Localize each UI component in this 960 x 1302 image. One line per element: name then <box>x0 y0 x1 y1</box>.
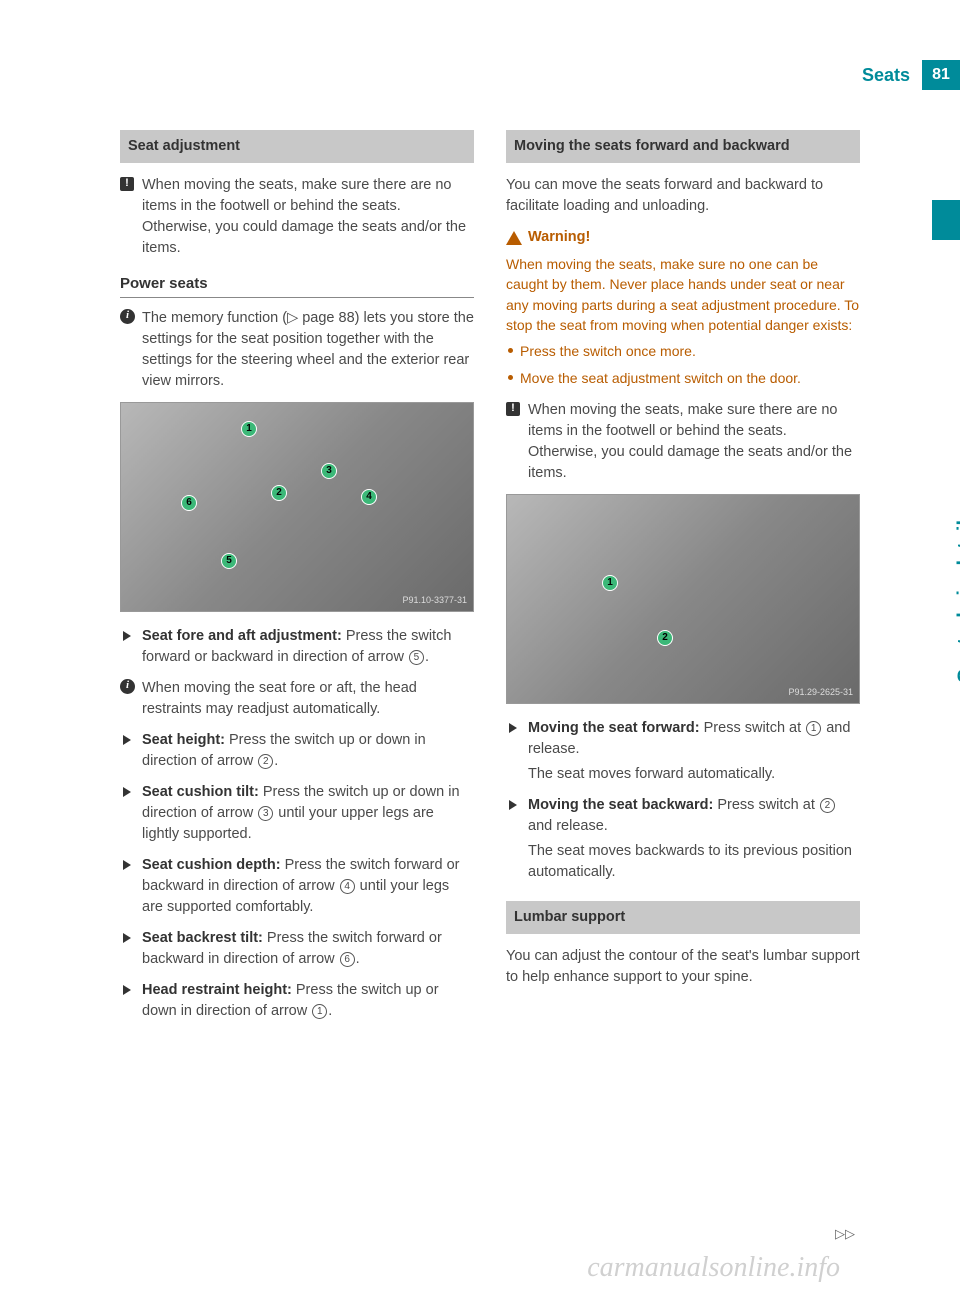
step-arrow-icon <box>509 723 517 733</box>
callout-3: 3 <box>321 463 337 479</box>
step-result: The seat moves forward automatically. <box>528 764 860 785</box>
warning-text: When moving the seats, make sure no one … <box>506 254 860 335</box>
step-arrow-icon <box>123 631 131 641</box>
info-icon: i <box>120 679 135 694</box>
step-item: Seat backrest tilt: Press the switch for… <box>120 928 474 970</box>
step-item: Moving the seat backward: Press switch a… <box>506 795 860 883</box>
info-note: i When moving the seat fore or aft, the … <box>120 678 474 720</box>
left-column: Seat adjustment ! When moving the seats,… <box>120 130 474 1032</box>
side-tab <box>932 200 960 240</box>
callout-ref: 2 <box>820 798 835 813</box>
callout-ref: 1 <box>312 1004 327 1019</box>
step-label: Seat fore and aft adjustment: <box>142 628 342 644</box>
warning-body: When moving the seats, make sure no one … <box>506 254 860 388</box>
seat-control-figure: 1 2 3 4 5 6 P91.10-3377-31 <box>120 402 474 612</box>
step-arrow-icon <box>123 933 131 943</box>
step-label: Moving the seat forward: <box>528 720 700 736</box>
step-item: Seat cushion depth: Press the switch for… <box>120 855 474 918</box>
step-arrow-icon <box>123 985 131 995</box>
figure-caption: P91.29-2625-31 <box>788 686 853 699</box>
callout-1: 1 <box>602 575 618 591</box>
warning-label: Warning! <box>528 227 590 248</box>
info-ref: ▷ page 88 <box>287 310 355 326</box>
callout-4: 4 <box>361 489 377 505</box>
warning-bullet: Press the switch once more. <box>506 341 860 361</box>
info-text: When moving the seat fore or aft, the he… <box>142 680 417 717</box>
callout-ref: 5 <box>409 650 424 665</box>
info-icon: i <box>120 309 135 324</box>
figure-caption: P91.10-3377-31 <box>402 594 467 607</box>
callout-5: 5 <box>221 553 237 569</box>
warning-header: Warning! <box>506 227 860 248</box>
caution-text: When moving the seats, make sure there a… <box>142 177 466 256</box>
right-column: Moving the seats forward and backward Yo… <box>506 130 860 1032</box>
step-arrow-icon <box>509 800 517 810</box>
step-label: Seat cushion depth: <box>142 857 281 873</box>
step-item: Seat height: Press the switch up or down… <box>120 730 474 772</box>
step-item: Seat fore and aft adjustment: Press the … <box>120 626 474 668</box>
section-heading: Seat adjustment <box>120 130 474 163</box>
warning-bullet: Move the seat adjustment switch on the d… <box>506 368 860 388</box>
page-number: 81 <box>922 60 960 90</box>
warning-triangle-icon <box>506 231 522 245</box>
callout-2: 2 <box>271 485 287 501</box>
callout-ref: 3 <box>258 806 273 821</box>
info-text-a: The memory function ( <box>142 310 287 326</box>
warning-block: Warning! When moving the seats, make sur… <box>506 227 860 388</box>
step-tail: and release. <box>528 818 608 834</box>
continue-arrows: ▷▷ <box>835 1226 855 1242</box>
section-heading: Lumbar support <box>506 901 860 934</box>
intro-text: You can move the seats forward and backw… <box>506 175 860 217</box>
step-arrow-icon <box>123 735 131 745</box>
section-heading: Moving the seats forward and backward <box>506 130 860 163</box>
subheading: Power seats <box>120 273 474 298</box>
side-section-label: Controls in detail <box>954 520 960 683</box>
caution-icon: ! <box>120 177 134 191</box>
content: Seat adjustment ! When moving the seats,… <box>120 130 860 1032</box>
header-title: Seats <box>862 65 922 86</box>
section-body: You can adjust the contour of the seat's… <box>506 946 860 988</box>
step-label: Seat backrest tilt: <box>142 930 263 946</box>
step-label: Seat height: <box>142 732 225 748</box>
step-text: Press switch at <box>713 797 819 813</box>
step-result: The seat moves backwards to its previous… <box>528 841 860 883</box>
info-note: i The memory function (▷ page 88) lets y… <box>120 308 474 392</box>
step-item: Moving the seat forward: Press switch at… <box>506 718 860 785</box>
callout-6: 6 <box>181 495 197 511</box>
caution-note: ! When moving the seats, make sure there… <box>120 175 474 259</box>
callout-ref: 1 <box>806 721 821 736</box>
callout-2: 2 <box>657 630 673 646</box>
step-item: Head restraint height: Press the switch … <box>120 980 474 1022</box>
step-arrow-icon <box>123 860 131 870</box>
caution-note: ! When moving the seats, make sure there… <box>506 400 860 484</box>
caution-text: When moving the seats, make sure there a… <box>528 402 852 481</box>
step-item: Seat cushion tilt: Press the switch up o… <box>120 782 474 845</box>
seat-move-figure: 1 2 P91.29-2625-31 <box>506 494 860 704</box>
step-label: Moving the seat backward: <box>528 797 713 813</box>
page-header: Seats 81 <box>862 60 960 90</box>
step-label: Head restraint height: <box>142 982 292 998</box>
watermark: carmanualsonline.info <box>587 1252 840 1284</box>
callout-ref: 4 <box>340 879 355 894</box>
callout-ref: 6 <box>340 952 355 967</box>
caution-icon: ! <box>506 402 520 416</box>
callout-ref: 2 <box>258 754 273 769</box>
step-text: Press switch at <box>700 720 806 736</box>
step-arrow-icon <box>123 787 131 797</box>
callout-1: 1 <box>241 421 257 437</box>
step-label: Seat cushion tilt: <box>142 784 259 800</box>
